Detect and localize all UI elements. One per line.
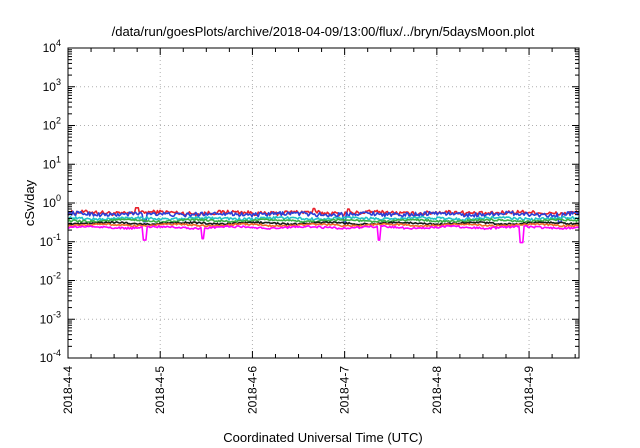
y-tick-label: 100 (43, 193, 61, 210)
series-group (67, 207, 580, 244)
y-tick-label: 104 (43, 38, 61, 55)
y-tick-label: 101 (43, 154, 61, 171)
series-line (67, 218, 580, 224)
series-line (67, 224, 580, 244)
x-tick-label: 2018-4-8 (430, 366, 444, 414)
y-tick-label: 10-1 (40, 232, 61, 249)
y-axis-label: cSv/day (22, 179, 37, 226)
x-tick-label: 2018-4-6 (245, 366, 259, 414)
x-tick-label: 2018-4-4 (61, 366, 75, 414)
y-tick-label: 10-4 (40, 348, 61, 365)
x-axis: 2018-4-4 2018-4-5 2018-4-6 2018-4-7 2018-4-8… (61, 48, 576, 414)
y-tick-label: 10-3 (40, 309, 61, 326)
grid (68, 48, 579, 358)
x-tick-label: 2018-4-7 (338, 366, 352, 414)
y-tick-label: 10-2 (40, 271, 61, 288)
series-line (67, 207, 580, 217)
y-tick-label: 103 (43, 77, 61, 94)
x-axis-label: Coordinated Universal Time (UTC) (223, 430, 422, 445)
y-axis: 10-4 10-3 10-2 10-1 100 101 102 103 104 (40, 38, 579, 365)
y-tick-label: 102 (43, 116, 61, 133)
x-tick-label: 2018-4-5 (153, 366, 167, 414)
x-tick-label: 2018-4-9 (522, 366, 536, 414)
series-line (67, 210, 580, 225)
chart-title: /data/run/goesPlots/archive/2018-04-09/1… (112, 24, 535, 39)
series-line (67, 215, 580, 222)
series-line (67, 221, 580, 226)
